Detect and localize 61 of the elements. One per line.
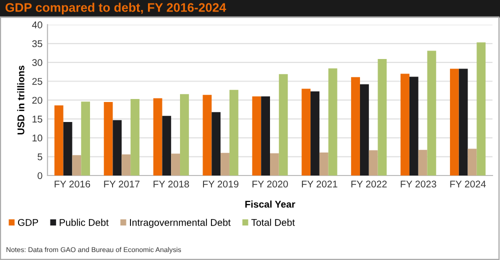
bar <box>72 155 82 176</box>
bar <box>202 94 212 176</box>
bar <box>130 98 140 176</box>
x-tick-label: FY 2023 <box>400 180 436 188</box>
bar <box>450 68 459 176</box>
x-tick-label: FY 2017 <box>104 180 140 188</box>
bar <box>427 50 436 176</box>
y-tick-label: 35 <box>32 40 42 48</box>
x-tick-label: FY 2019 <box>203 180 238 188</box>
x-tick-label: FY 2021 <box>302 180 338 188</box>
bar <box>418 150 428 176</box>
x-tick-label: FY 2020 <box>252 180 288 188</box>
legend-label: GDP <box>18 219 38 226</box>
bar <box>153 98 162 176</box>
x-tick-label: FY 2018 <box>154 180 189 188</box>
y-tick-label: 30 <box>32 59 42 66</box>
bar <box>180 94 189 176</box>
y-tick-label: 15 <box>32 116 42 123</box>
bar <box>310 91 320 176</box>
bar <box>162 116 172 176</box>
x-tick-label: FY 2016 <box>54 180 90 188</box>
bar <box>63 122 72 176</box>
bar <box>319 152 328 176</box>
y-tick-label: 40 <box>32 21 42 28</box>
y-tick-label: 5 <box>38 153 42 160</box>
bar <box>378 59 387 176</box>
bar <box>54 105 64 176</box>
bar <box>458 68 468 176</box>
y-axis-title: USD in trillions <box>17 66 24 134</box>
bar <box>328 68 338 176</box>
bar <box>212 112 221 176</box>
x-axis-title: Fiscal Year <box>245 200 296 208</box>
bar <box>220 152 230 176</box>
bar <box>476 42 486 176</box>
legend-label: Total Debt <box>251 218 295 226</box>
y-tick-label: 25 <box>32 78 42 85</box>
bar <box>360 84 369 176</box>
bar <box>468 148 477 176</box>
x-tick-label: FY 2022 <box>351 180 387 188</box>
bar <box>261 96 270 176</box>
bar <box>171 154 180 176</box>
bar <box>81 102 90 176</box>
bar <box>302 88 311 176</box>
bar <box>229 90 238 176</box>
bar <box>409 76 418 176</box>
bar <box>104 102 113 176</box>
y-tick-label: 10 <box>32 134 42 142</box>
bar <box>351 77 360 176</box>
y-tick-label: 20 <box>32 96 42 104</box>
chart-title: GDP compared to debt, FY 2016-2024 <box>6 2 226 14</box>
legend-label: Public Debt <box>60 218 109 226</box>
legend-label: Intragovernmental Debt <box>130 218 231 228</box>
bar <box>112 120 122 176</box>
bar <box>122 154 131 176</box>
bar <box>368 150 378 176</box>
x-tick-label: FY 2024 <box>450 180 486 188</box>
bar <box>400 74 410 176</box>
y-tick-label: 0 <box>38 172 42 180</box>
bar <box>270 153 279 176</box>
bar <box>252 96 262 176</box>
bar <box>278 74 288 176</box>
